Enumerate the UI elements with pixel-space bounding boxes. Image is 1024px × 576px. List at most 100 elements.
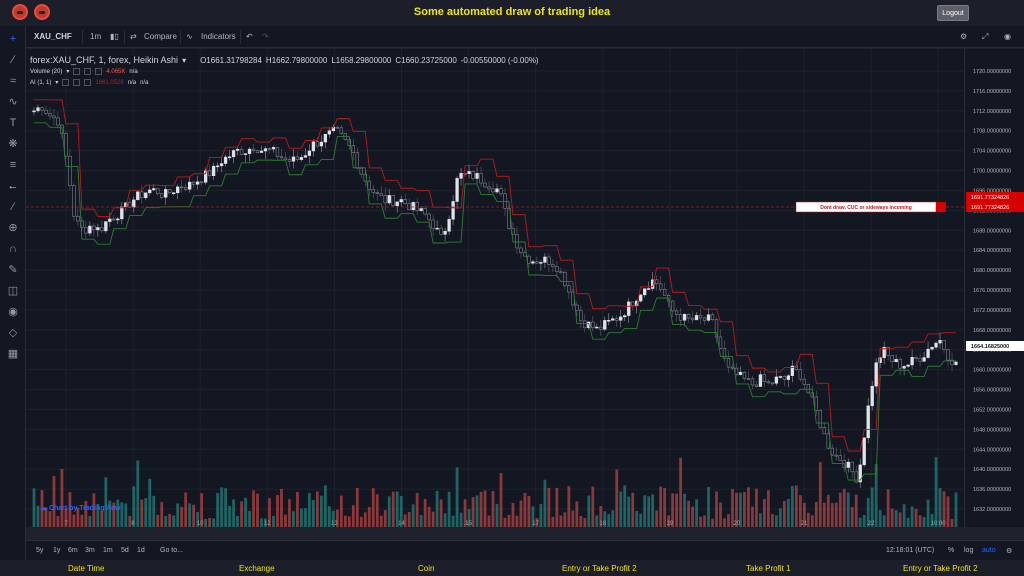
range-3m[interactable]: 3m [85,547,95,554]
volume-bar [411,504,415,527]
crosshair-icon[interactable]: + [9,33,17,45]
pencil-lock-icon[interactable]: ✎ [8,264,18,276]
close-icon[interactable] [95,68,103,75]
range-5d[interactable]: 5d [121,547,129,554]
settings-gear-icon[interactable]: ⚙ [960,32,968,41]
magnet-icon[interactable]: ∩ [9,243,17,255]
candle-body [455,178,459,202]
trash-icon[interactable]: ▦ [7,348,19,360]
goto-button[interactable]: Go to... [160,547,183,554]
volume-label[interactable]: Volume (20) [30,68,63,75]
ruler-icon[interactable]: ∕ [12,201,14,213]
volume-bar [192,504,196,527]
candle-type-icon[interactable]: ▮▯ [110,32,119,41]
support-line [33,122,957,481]
candle-body [615,318,619,321]
close-icon[interactable] [84,79,92,86]
candle-body [619,316,623,321]
fullscreen-icon[interactable]: ⤢ [982,32,989,41]
top-header: Some automated draw of trading idea Logo… [0,0,1024,26]
volume-bar [403,514,407,527]
candle-body [662,289,667,296]
divider [82,30,83,44]
candle-body [670,300,675,312]
range-6m[interactable]: 6m [68,547,78,554]
range-1d[interactable]: 1d [137,547,145,554]
volume-bar [523,492,527,527]
volume-bar [419,515,423,527]
bottom-toolbar: 5y 1y 6m 3m 1m 5d 1d Go to... 12:18:01 (… [26,540,1024,560]
divider [240,30,241,44]
volume-bar [814,502,818,527]
settings-icon[interactable] [84,68,92,75]
pattern-icon[interactable]: ❋ [8,138,18,150]
candle-body [299,157,304,160]
auto-toggle[interactable]: auto [982,547,996,554]
undo-icon[interactable]: ↶ [246,32,253,41]
brush-icon[interactable]: ∿ [8,96,18,108]
candle-body [639,294,643,302]
volume-bar [934,457,938,527]
interval-button[interactable]: 1m [90,32,102,41]
prediction-icon[interactable]: ≡ [9,159,17,171]
eye-toggle-icon[interactable] [73,68,81,75]
layers-icon[interactable]: ◇ [8,327,18,339]
volume-bar [196,512,200,527]
volume-bar [371,488,375,527]
back-arrow-icon[interactable]: ← [7,180,19,192]
candle-body [156,188,160,194]
candle-body [303,155,308,158]
tradingview-watermark[interactable]: ☁ Chart by TradingView [40,504,120,512]
ai-indicator-label[interactable]: AI (1, 1) [30,79,52,86]
fib-icon[interactable]: ≈ [9,75,17,87]
volume-bar [515,515,519,527]
volume-bar [60,468,64,527]
utc-clock[interactable]: 12:18:01 (UTC) [886,547,935,554]
range-5y[interactable]: 5y [36,547,44,554]
volume-bar [292,511,295,527]
percent-toggle[interactable]: % [948,547,955,554]
volume-bar [128,515,132,527]
ai-value: 1661.0526 [95,79,124,86]
chevron-down-icon[interactable]: ▾ [182,55,187,65]
candle-body [746,378,751,380]
volume-bar [671,493,675,527]
volume-bar [280,488,283,527]
candle-body [96,227,100,231]
candle-body [443,231,447,235]
settings-gear-icon[interactable]: ⚙ [1006,548,1013,555]
chevron-down-icon[interactable]: ▾ [66,69,70,75]
eye-toggle-icon[interactable] [62,79,70,86]
legend-title[interactable]: forex:XAU_CHF, 1, forex, Heikin Ashi [30,55,179,65]
zoom-in-icon[interactable]: ⊕ [8,222,18,234]
log-toggle[interactable]: log [964,547,974,554]
volume-bar [563,512,567,527]
volume-bar [140,499,144,527]
candle-body [499,188,503,195]
volume-bar [164,515,168,527]
text-tool-icon[interactable]: T [9,117,17,129]
trend-line-icon[interactable]: ∕ [12,54,14,66]
volume-bar [703,515,706,527]
redo-icon[interactable]: ↷ [262,32,269,41]
lock-icon[interactable]: ◫ [7,285,19,297]
volume-bar [347,516,351,527]
chevron-down-icon[interactable]: ▾ [55,80,59,86]
volume-bar [435,490,439,527]
volume-bar [487,515,491,527]
settings-icon[interactable] [73,79,81,86]
range-1m[interactable]: 1m [103,547,113,554]
eye-icon[interactable]: ◉ [8,306,18,318]
candle-body [651,279,655,289]
logout-button[interactable]: Logout [937,5,969,21]
compare-button[interactable]: Compare [144,32,177,41]
price-axis[interactable]: 1720.00000000 1716.00000000 1712.00000000 1… [964,49,1024,527]
candle-body [144,192,148,199]
price-tag [966,192,1024,202]
indicators-button[interactable]: Indicators [201,32,236,41]
range-1y[interactable]: 1y [53,547,61,554]
symbol-search[interactable]: XAU_CHF [34,32,72,41]
screenshot-camera-icon[interactable]: ◉ [1004,32,1011,41]
